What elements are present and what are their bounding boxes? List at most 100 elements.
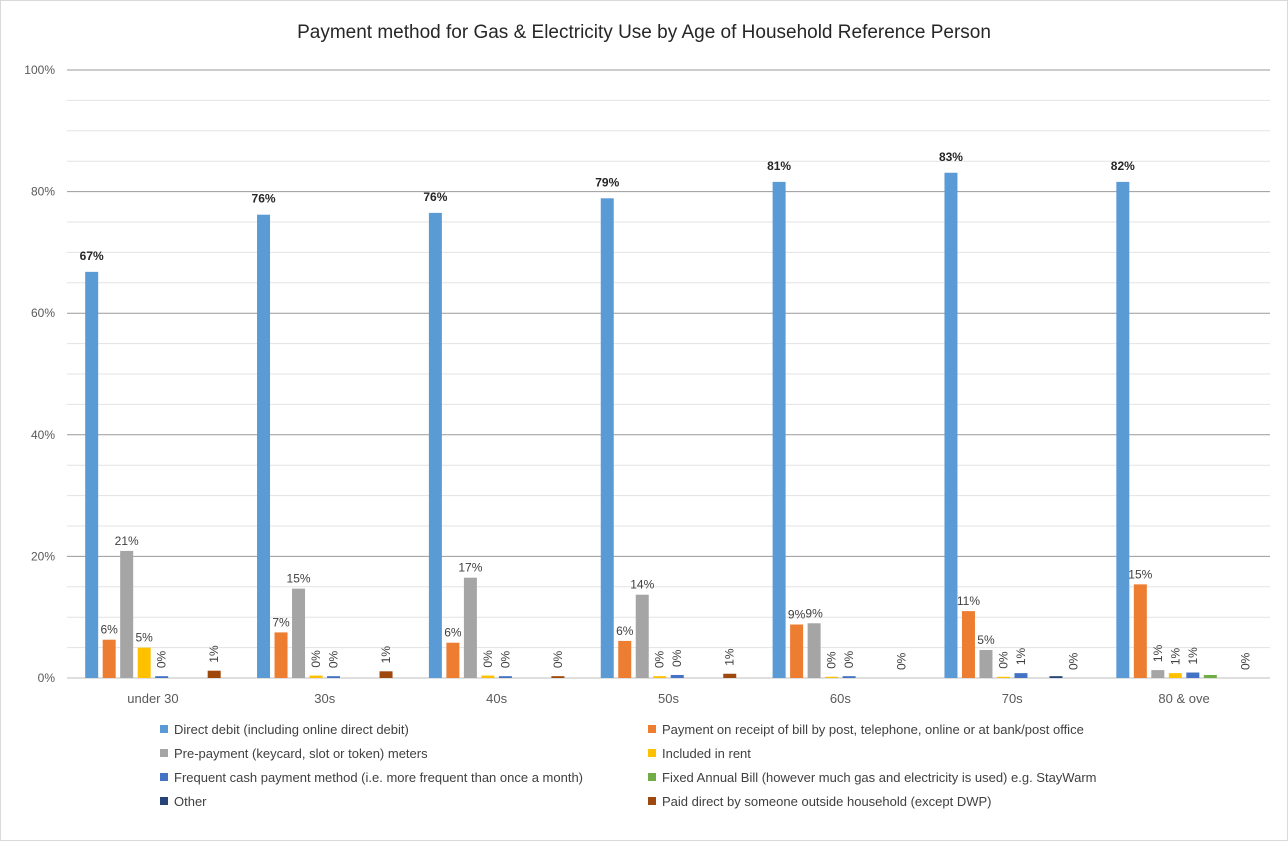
bar (446, 642, 460, 678)
bar (653, 676, 667, 678)
x-tick-label: 70s (1002, 691, 1023, 706)
legend-item: Fixed Annual Bill (however much gas and … (648, 768, 1096, 786)
bar (635, 594, 649, 678)
bar (618, 640, 632, 678)
data-label: 17% (458, 561, 482, 575)
legend-swatch (160, 725, 168, 733)
data-label: 0% (842, 651, 856, 669)
data-label: 81% (767, 159, 791, 173)
data-label: 0% (498, 651, 512, 669)
chart-title: Payment method for Gas & Electricity Use… (297, 22, 991, 43)
legend-swatch (160, 749, 168, 757)
legend-item: Other (160, 792, 207, 810)
bar (944, 172, 958, 678)
data-label: 1% (1014, 647, 1028, 665)
bar (274, 632, 288, 678)
x-tick-label: 60s (830, 691, 851, 706)
bar (1116, 181, 1130, 678)
data-label: 76% (252, 192, 276, 206)
x-tick-label: 40s (486, 691, 507, 706)
bar (309, 675, 323, 678)
bar (137, 647, 151, 678)
bar (463, 577, 477, 678)
y-tick-label: 60% (31, 306, 55, 320)
data-label: 0% (481, 650, 495, 668)
bar (292, 588, 306, 678)
data-label: 1% (379, 646, 393, 664)
bar (1203, 674, 1217, 678)
data-label: 21% (115, 534, 139, 548)
y-tick-label: 0% (38, 671, 56, 685)
legend-item: Payment on receipt of bill by post, tele… (648, 720, 1084, 738)
bar (102, 639, 116, 678)
x-tick-label: 50s (658, 691, 679, 706)
bar (807, 623, 821, 678)
legend-swatch (160, 773, 168, 781)
data-label: 0% (895, 652, 909, 670)
data-label: 11% (957, 594, 980, 608)
bar (723, 673, 737, 678)
data-label: 0% (670, 649, 684, 667)
x-tick-label: 30s (314, 691, 335, 706)
data-label: 0% (1238, 652, 1252, 670)
data-label: 6% (616, 624, 634, 638)
bar (842, 676, 856, 678)
x-tick-label: 80 & ove (1158, 691, 1209, 706)
bar (961, 611, 975, 678)
bar (825, 676, 839, 678)
bar (1014, 673, 1028, 678)
legend-swatch (648, 797, 656, 805)
bar (85, 271, 99, 678)
data-label: 83% (939, 150, 963, 164)
data-label: 1% (207, 645, 221, 663)
y-tick-label: 20% (31, 549, 55, 563)
legend-label: Frequent cash payment method (i.e. more … (174, 769, 584, 785)
data-label: 0% (653, 651, 667, 669)
legend-item: Included in rent (648, 744, 751, 762)
data-label: 5% (977, 633, 995, 647)
bar (155, 676, 169, 678)
data-label: 0% (551, 651, 565, 669)
bar (481, 675, 495, 678)
data-label: 6% (101, 623, 119, 637)
bar (979, 650, 993, 678)
y-tick-label: 100% (24, 63, 55, 77)
bar (1151, 670, 1165, 678)
legend-label: Other (174, 793, 207, 809)
legend-label: Paid direct by someone outside household… (662, 793, 992, 809)
bar (1049, 676, 1063, 678)
legend-item: Paid direct by someone outside household… (648, 792, 992, 810)
bar (1168, 673, 1182, 678)
data-label: 67% (80, 249, 104, 263)
legend-swatch (648, 725, 656, 733)
legend-label: Included in rent (662, 745, 751, 761)
data-label: 15% (287, 572, 311, 586)
x-tick-label: under 30 (127, 691, 178, 706)
y-tick-label: 40% (31, 428, 55, 442)
data-label: 15% (1128, 567, 1152, 581)
data-label: 76% (423, 190, 447, 204)
bar (327, 676, 341, 678)
bar (1186, 672, 1200, 678)
data-label: 0% (155, 651, 169, 669)
legend-swatch (648, 773, 656, 781)
data-label: 9% (805, 606, 823, 620)
bar (207, 670, 221, 678)
data-label: 9% (788, 607, 806, 621)
legend-swatch (648, 749, 656, 757)
legend-label: Fixed Annual Bill (however much gas and … (662, 769, 1097, 785)
data-label: 5% (136, 631, 154, 645)
data-label: 0% (996, 651, 1010, 669)
bar (790, 624, 804, 678)
data-label: 1% (723, 648, 737, 666)
bar (600, 198, 614, 678)
bar (428, 212, 442, 678)
legend-item: Pre-payment (keycard, slot or token) met… (160, 744, 428, 762)
legend-label: Payment on receipt of bill by post, tele… (662, 721, 1084, 737)
data-label: 1% (1168, 647, 1182, 665)
y-tick-label: 80% (31, 185, 55, 199)
data-label: 79% (595, 175, 619, 189)
data-label: 0% (309, 650, 323, 668)
bar (1133, 584, 1147, 678)
